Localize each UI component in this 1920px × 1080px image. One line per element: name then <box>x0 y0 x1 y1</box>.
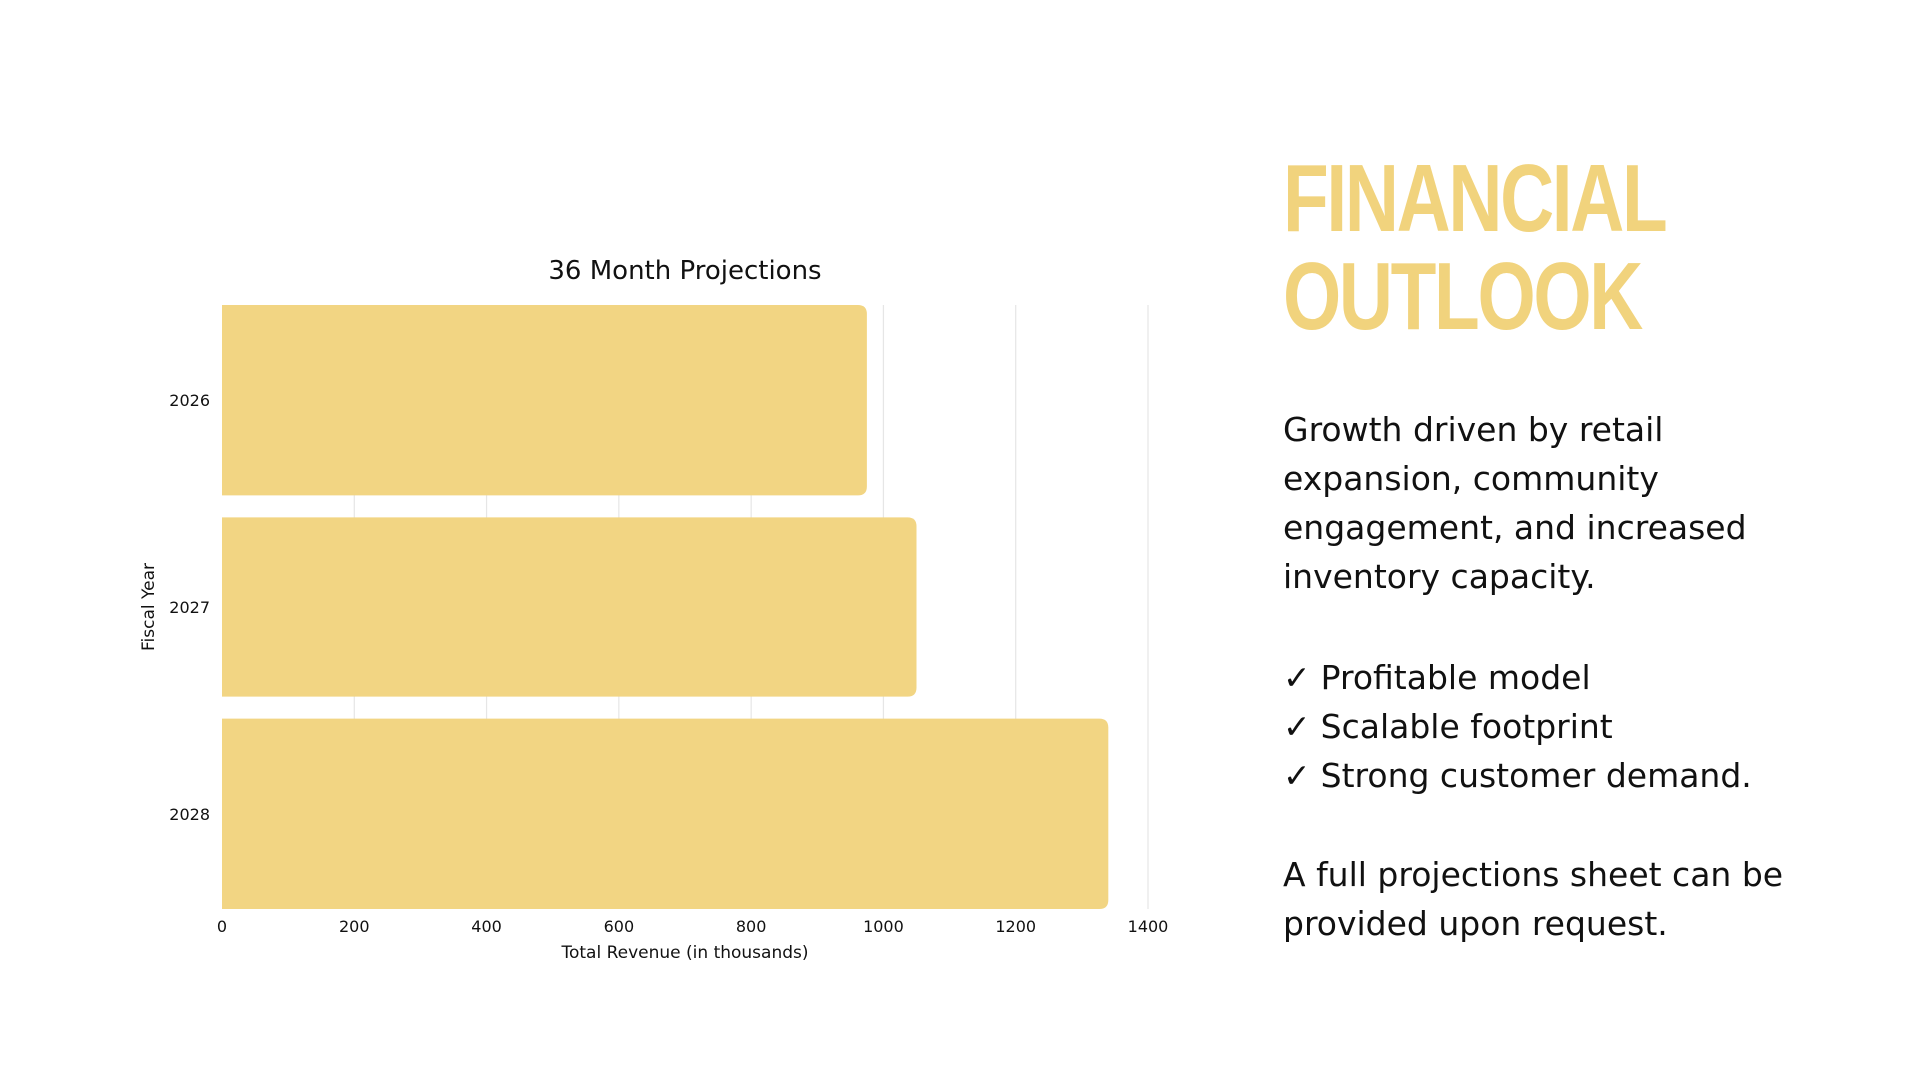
x-axis-ticks: 0 200 400 600 800 1000 1200 1400 <box>217 917 1168 936</box>
checklist-item: ✓ Profitable model <box>1283 653 1843 702</box>
x-tick-label: 600 <box>604 917 635 936</box>
x-tick-label: 800 <box>736 917 767 936</box>
headline-line-1: FINANCIAL <box>1283 145 1668 252</box>
bar-2028 <box>222 718 1109 909</box>
bar-2026 <box>222 305 867 496</box>
y-tick-label: 2028 <box>169 805 210 824</box>
checklist-item-text: Scalable footprint <box>1320 707 1613 746</box>
chart-canvas: 36 Month Projections 2026 2027 2028 0 200 40… <box>139 256 1168 963</box>
x-tick-label: 200 <box>339 917 370 936</box>
benefit-checklist: ✓ Profitable model ✓ Scalable footprint ✓ S… <box>1283 653 1843 800</box>
y-tick-label: 2026 <box>169 391 210 410</box>
checklist-item: ✓ Scalable footprint <box>1283 702 1843 751</box>
chart-bars <box>222 305 1109 909</box>
y-tick-label: 2027 <box>169 598 210 617</box>
check-icon: ✓ <box>1283 756 1311 795</box>
x-tick-label: 400 <box>471 917 502 936</box>
checklist-item-text: Strong customer demand. <box>1320 756 1752 795</box>
revenue-projection-chart: 36 Month Projections 2026 2027 2028 0 200 40… <box>139 256 1168 963</box>
headline-line-2: OUTLOOK <box>1283 243 1643 350</box>
x-tick-label: 1000 <box>863 917 904 936</box>
check-icon: ✓ <box>1283 658 1311 697</box>
x-tick-label: 1200 <box>995 917 1036 936</box>
outlook-description: Growth driven by retail expansion, commu… <box>1283 410 1747 596</box>
checklist-item-text: Profitable model <box>1320 658 1591 697</box>
checklist-item: ✓ Strong customer demand. <box>1283 751 1843 800</box>
x-tick-label: 0 <box>217 917 227 936</box>
bar-2027 <box>222 517 917 697</box>
projections-footnote: A full projections sheet can be provided… <box>1283 855 1784 943</box>
y-axis-ticks: 2026 2027 2028 <box>169 391 210 824</box>
financial-outlook-panel: FINANCIAL OUTLOOK Growth driven by retai… <box>1283 150 1883 944</box>
x-tick-label: 1400 <box>1128 917 1169 936</box>
chart-title: 36 Month Projections <box>548 256 821 286</box>
headline: FINANCIAL OUTLOOK <box>1283 150 1751 346</box>
x-axis-label: Total Revenue (in thousands) <box>560 943 808 963</box>
check-icon: ✓ <box>1283 707 1311 746</box>
y-axis-label: Fiscal Year <box>139 563 159 651</box>
